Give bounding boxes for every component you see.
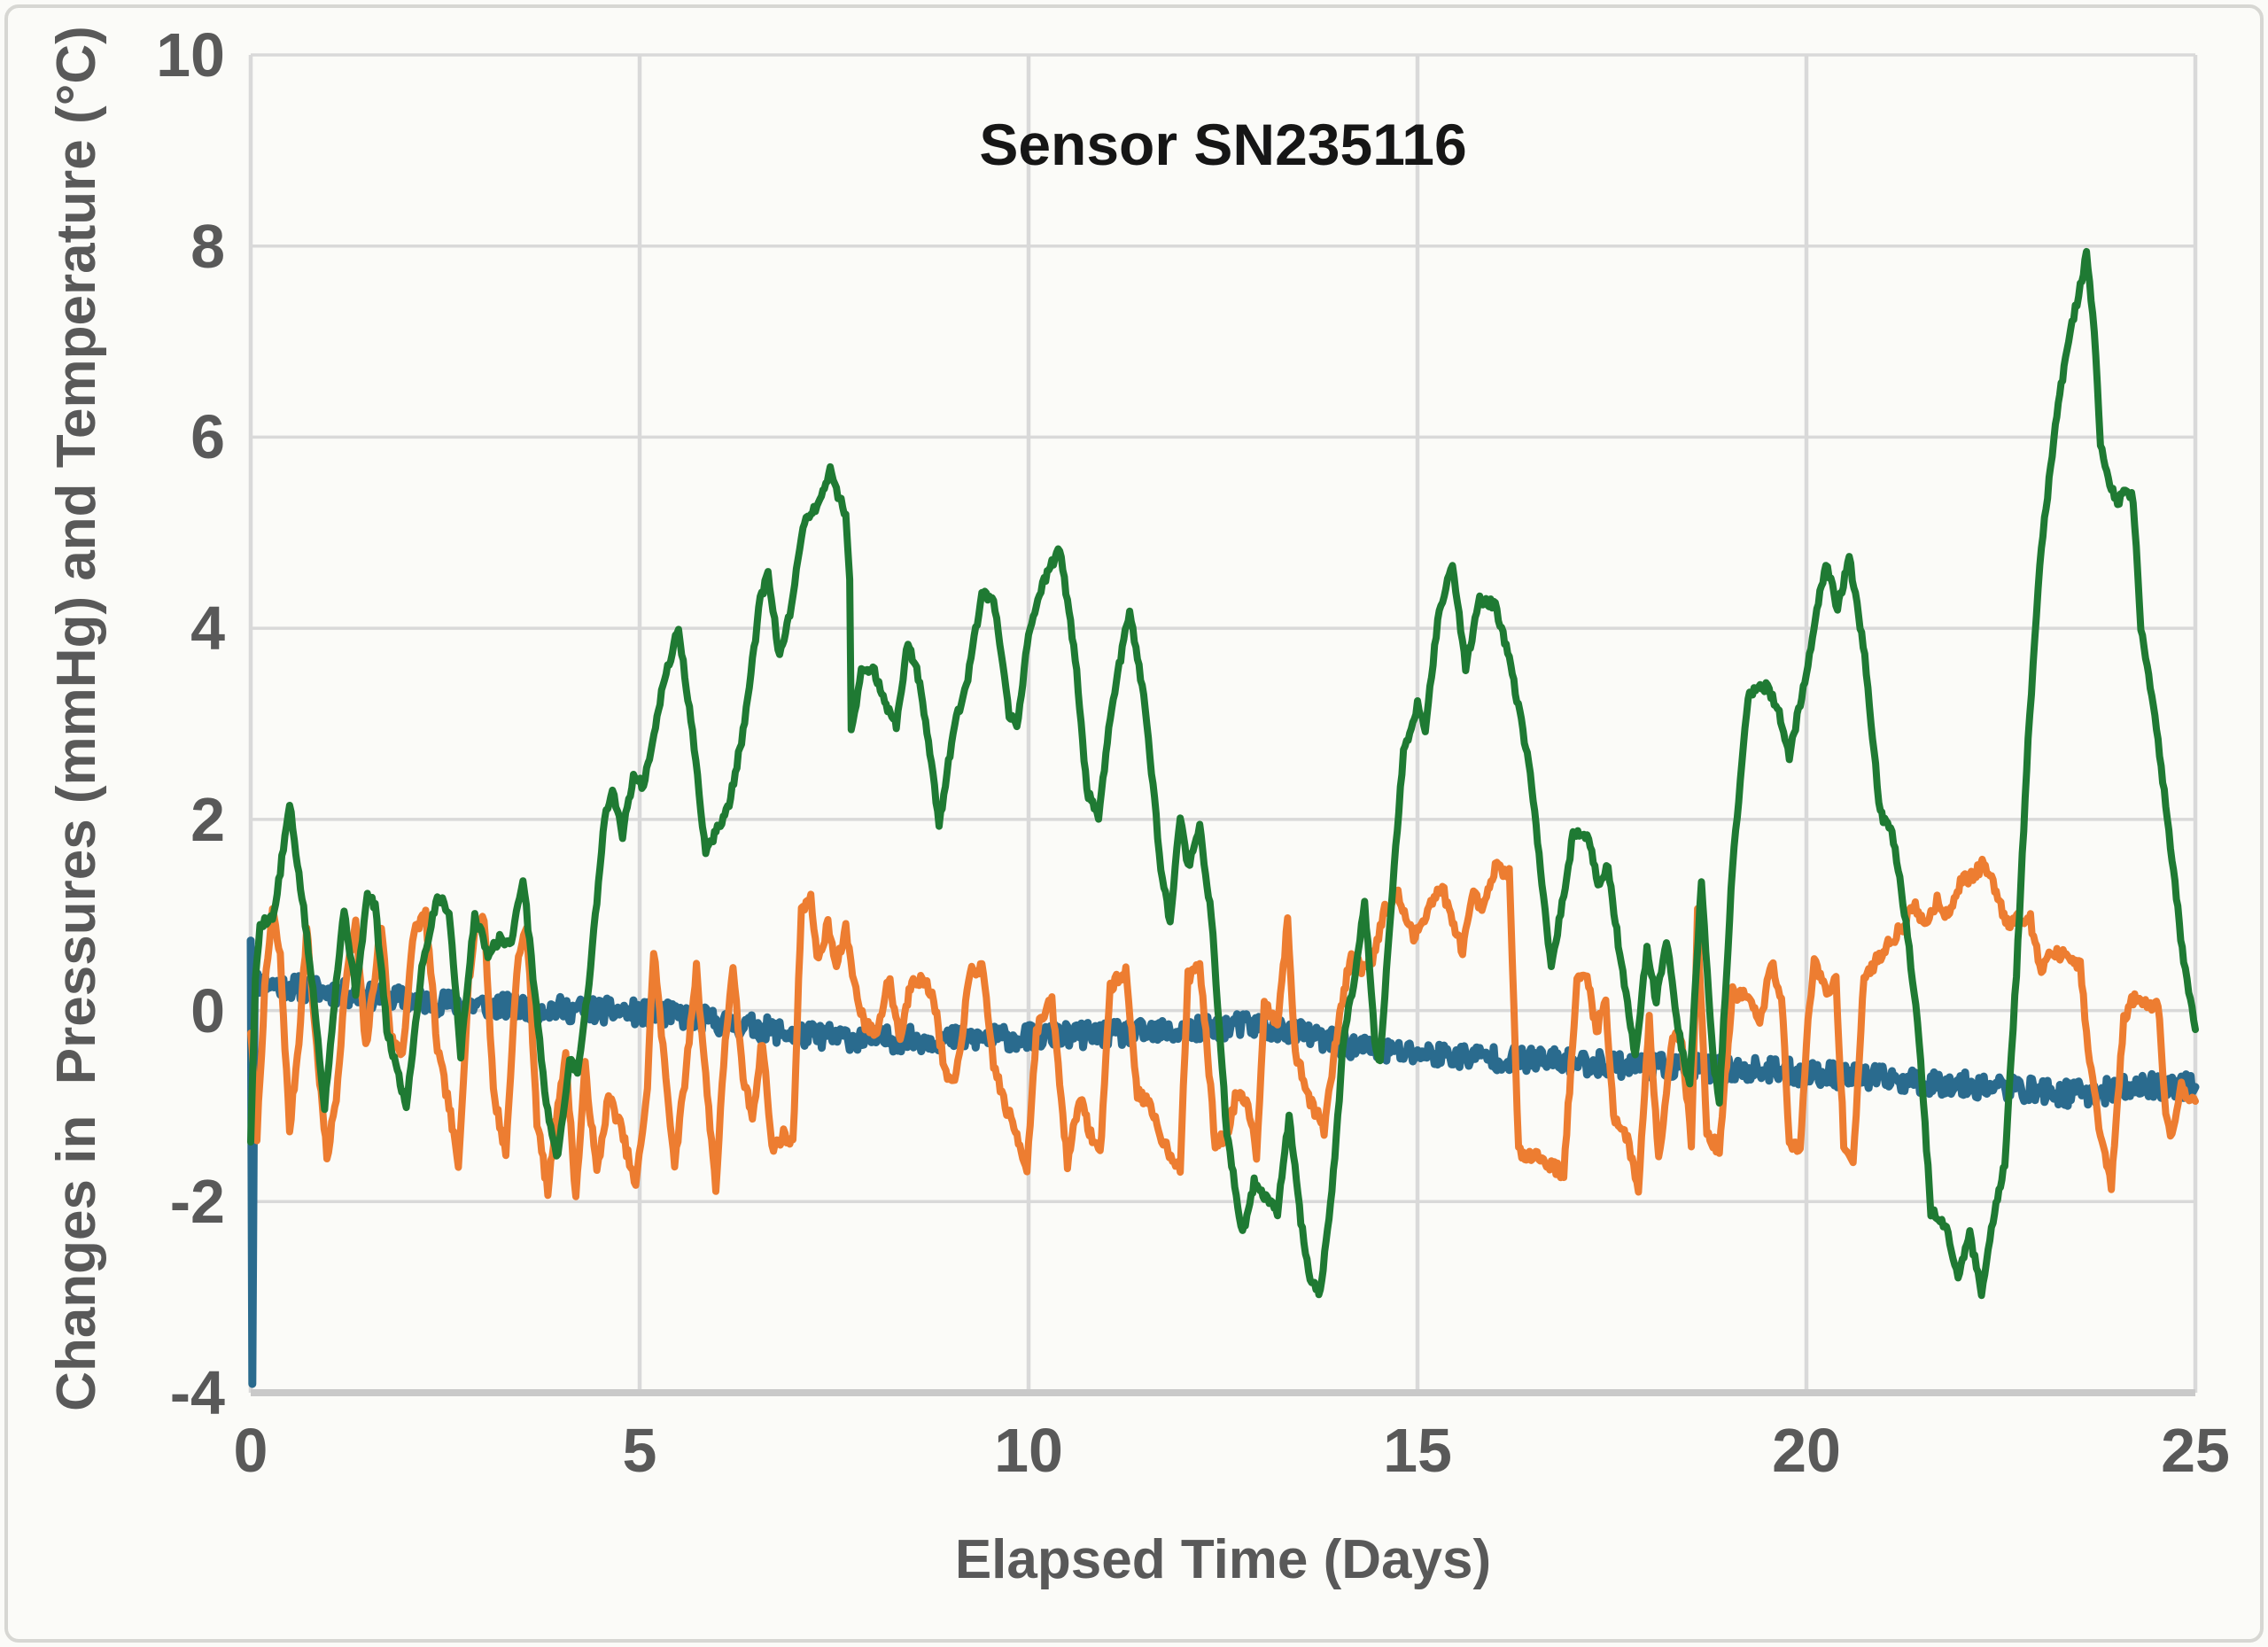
y-tick-label-10: 10 [156,20,225,89]
y-tick-label--4: -4 [169,1358,225,1427]
y-tick-label--2: -2 [169,1167,225,1237]
x-axis-title: Elapsed Time (Days) [954,1529,1492,1590]
y-tick-label-2: 2 [190,784,225,854]
y-tick-label-4: 4 [190,594,225,664]
chart-title: Sensor SN235116 [979,112,1467,177]
y-tick-label-0: 0 [190,975,225,1045]
green-series-line [247,247,2199,1300]
orange-series-line [247,855,2199,1200]
y-tick-label-6: 6 [190,402,225,472]
x-tick-label-20: 20 [1772,1416,1841,1485]
y-tick-label-8: 8 [190,211,225,281]
x-tick-label-5: 5 [622,1416,657,1485]
x-tick-label-10: 10 [994,1416,1063,1485]
x-tick-label-15: 15 [1383,1416,1452,1485]
x-tick-label-0: 0 [233,1416,268,1485]
x-tick-label-25: 25 [2161,1416,2230,1485]
